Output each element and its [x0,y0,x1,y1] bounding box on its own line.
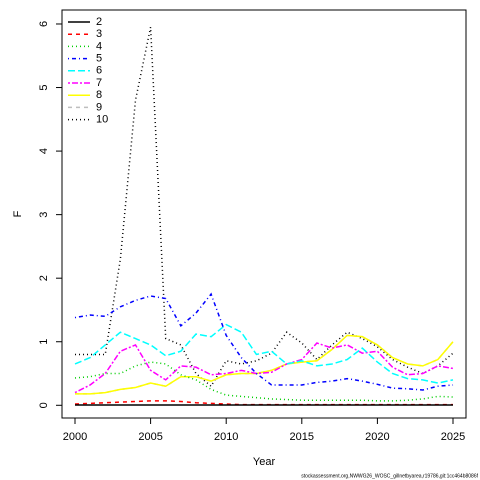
x-tick-label: 2010 [214,431,238,443]
legend-label: 7 [96,77,102,89]
legend-label: 4 [96,40,102,52]
legend-label: 3 [96,28,102,40]
y-tick-label: 2 [38,275,50,281]
series-line [74,361,454,402]
series-line [75,27,454,388]
series-line [74,292,454,391]
x-axis-label: Year [253,456,276,468]
y-tick-label: 1 [38,339,50,345]
legend-label: 8 [96,89,102,101]
plot-frame [61,9,467,419]
series-line [75,334,454,395]
series-line [75,334,454,395]
footer: stockassessment.org,NWWG26_WOSC_gillnetb… [301,473,478,479]
y-tick-label: 3 [38,212,50,218]
x-tick-label: 2020 [365,431,389,443]
series-line [74,342,454,394]
x-tick-label: 2025 [441,431,465,443]
legend-label: 9 [96,101,102,113]
x-tick-label: 2015 [290,431,314,443]
y-tick-label: 4 [38,148,50,154]
y-tick-label: 0 [38,402,50,408]
y-axis-label: F [12,210,24,217]
x-tick-label: 2000 [63,431,87,443]
legend-label: 10 [96,114,108,126]
legend-label: 2 [96,16,102,28]
legend-label: 6 [96,65,102,77]
legend-label: 5 [96,53,102,65]
y-tick-label: 6 [38,21,50,27]
series-line [74,323,454,384]
y-tick-label: 5 [38,84,50,90]
x-tick-label: 2005 [138,431,162,443]
